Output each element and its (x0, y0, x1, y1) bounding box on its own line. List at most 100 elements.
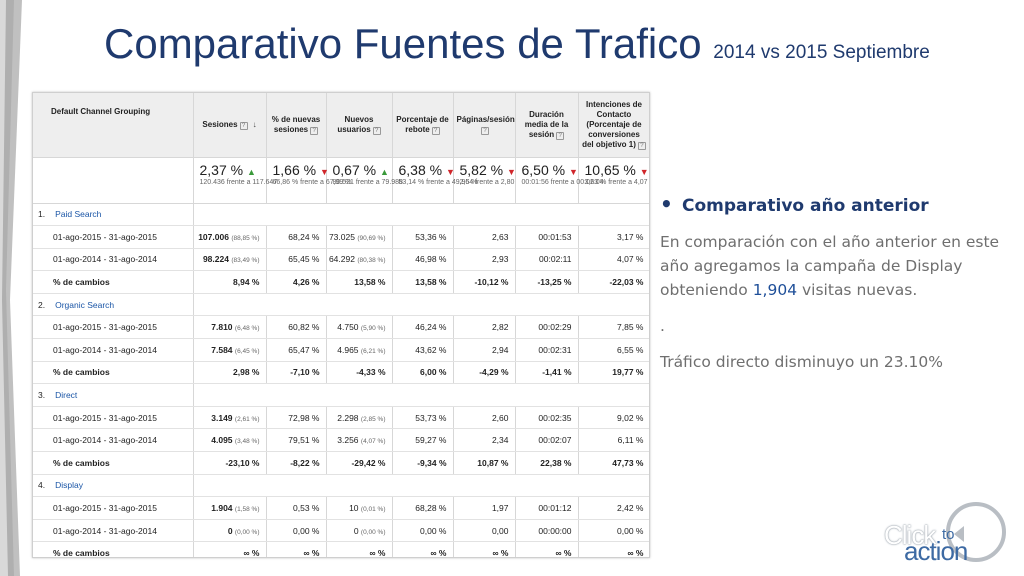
col-header-paginas[interactable]: Páginas/sesión? (453, 93, 516, 158)
decorative-sliver (0, 0, 22, 576)
change-nuevas: ∞ % (266, 541, 327, 557)
title-subtitle: 2014 vs 2015 Septiembre (713, 42, 930, 63)
group-row: 3. Direct (33, 383, 649, 407)
col-header-intenciones[interactable]: Intenciones de Contacto (Porcentaje de c… (578, 93, 649, 158)
group-blank (193, 383, 649, 407)
help-icon[interactable]: ? (431, 126, 440, 135)
cell-rebote: 53,36 % (392, 225, 454, 249)
cell-sesiones: 4.095 (3,48 %) (193, 428, 267, 453)
change-label: % de cambios (33, 270, 194, 294)
channel-link[interactable]: 3. Direct (33, 383, 194, 407)
bullet-section: • Comparativo año anterior En comparació… (660, 192, 1000, 374)
cell-usuarios: 10 (0,01 %) (326, 496, 393, 520)
cell-intenciones: 2,42 % (578, 496, 649, 520)
cell-duracion: 00:01:12 (515, 496, 579, 520)
change-paginas: ∞ % (453, 541, 516, 557)
cell-nuevas: 72,98 % (266, 406, 327, 430)
cell-rebote: 68,28 % (392, 496, 454, 520)
col-header-sesiones[interactable]: Sesiones? ↓ (193, 93, 267, 158)
date-range-label: 01-ago-2014 - 31-ago-2014 (33, 428, 194, 453)
change-sesiones: ∞ % (193, 541, 267, 557)
down-arrow-icon: ▼ (568, 166, 578, 177)
summary-cell: 6,50 % ▼ 00:01:56 frente a 00:02:04 (515, 157, 604, 204)
cell-usuarios: 4.965 (6,21 %) (326, 338, 393, 362)
change-sesiones: -23,10 % (193, 451, 267, 475)
date-range-label: 01-ago-2014 - 31-ago-2014 (33, 338, 194, 362)
cell-duracion: 00:02:29 (515, 315, 579, 340)
cell-rebote: 46,98 % (392, 248, 454, 272)
change-label: % de cambios (33, 451, 194, 475)
col-header-nuevos-usuarios[interactable]: Nuevos usuarios? (326, 93, 393, 158)
cell-rebote: 59,27 % (392, 428, 454, 453)
up-arrow-icon: ▲ (246, 166, 256, 177)
col-header-channel[interactable]: Default Channel Grouping (33, 93, 194, 158)
table-row: 01-ago-2014 - 31-ago-2014 7.584 (6,45 %) 6… (33, 338, 649, 362)
cell-usuarios: 73.025 (90,69 %) (326, 225, 393, 249)
down-arrow-icon: ▼ (319, 166, 329, 177)
cell-paginas: 2,63 (453, 225, 516, 249)
cell-paginas: 0,00 (453, 519, 516, 543)
change-label: % de cambios (33, 361, 194, 385)
change-row: % de cambios -23,10 % -8,22 % -29,42 % -9,34… (33, 451, 649, 475)
logo-ring-icon (946, 502, 1006, 562)
table-row: 01-ago-2015 - 31-ago-2015 1.904 (1,58 %) 0… (33, 496, 649, 520)
change-nuevas: -7,10 % (266, 361, 327, 385)
cell-paginas: 2,93 (453, 248, 516, 272)
cell-nuevas: 68,24 % (266, 225, 327, 249)
help-icon[interactable]: ? (372, 126, 381, 135)
change-paginas: -4,29 % (453, 361, 516, 385)
col-header-rebote[interactable]: Porcentaje de rebote? (392, 93, 454, 158)
cell-intenciones: 6,55 % (578, 338, 649, 362)
bullet-heading: • Comparativo año anterior (660, 192, 929, 216)
channel-link[interactable]: 4. Display (33, 474, 194, 498)
help-icon[interactable]: ? (637, 141, 646, 150)
change-intenciones: ∞ % (578, 541, 649, 557)
cell-intenciones: 9,02 % (578, 406, 649, 430)
cell-sesiones: 107.006 (88,85 %) (193, 225, 267, 249)
channel-link[interactable]: 2. Organic Search (33, 293, 194, 317)
change-paginas: 10,87 % (453, 451, 516, 475)
col-header-duracion[interactable]: Duración media de la sesión? (515, 93, 579, 158)
change-row: % de cambios 8,94 % 4,26 % 13,58 % 13,58 % -1… (33, 270, 649, 294)
change-intenciones: -22,03 % (578, 270, 649, 294)
cell-intenciones: 3,17 % (578, 225, 649, 249)
cell-duracion: 00:00:00 (515, 519, 579, 543)
group-blank (193, 203, 649, 227)
sort-desc-icon[interactable]: ↓ (252, 119, 257, 129)
logo-word-action: action (904, 536, 968, 566)
change-usuarios: ∞ % (326, 541, 393, 557)
help-icon[interactable]: ? (481, 126, 489, 135)
change-label: % de cambios (33, 541, 194, 557)
channel-link[interactable]: 1. Paid Search (33, 203, 194, 227)
click-to-action-logo: Click to action (880, 496, 1014, 568)
change-row: % de cambios 2,98 % -7,10 % -4,33 % 6,00 % -4… (33, 361, 649, 385)
cell-intenciones: 6,11 % (578, 428, 649, 453)
cell-nuevas: 60,82 % (266, 315, 327, 340)
cell-usuarios: 0 (0,00 %) (326, 519, 393, 543)
cell-intenciones: 4,07 % (578, 248, 649, 272)
cell-paginas: 2,94 (453, 338, 516, 362)
cell-sesiones: 7.584 (6,45 %) (193, 338, 267, 362)
date-range-label: 01-ago-2014 - 31-ago-2014 (33, 248, 194, 272)
group-row: 2. Organic Search (33, 293, 649, 317)
cell-duracion: 00:01:53 (515, 225, 579, 249)
cell-sesiones: 0 (0,00 %) (193, 519, 267, 543)
change-intenciones: 47,73 % (578, 451, 649, 475)
cell-paginas: 2,60 (453, 406, 516, 430)
cell-sesiones: 7.810 (6,48 %) (193, 315, 267, 340)
table-row: 01-ago-2015 - 31-ago-2015 107.006 (88,85 … (33, 225, 649, 249)
col-header-nuevas-sesiones[interactable]: % de nuevas sesiones? (266, 93, 327, 158)
change-intenciones: 19,77 % (578, 361, 649, 385)
cell-sesiones: 3.149 (2,61 %) (193, 406, 267, 430)
cell-sesiones: 1.904 (1,58 %) (193, 496, 267, 520)
cell-paginas: 1,97 (453, 496, 516, 520)
change-sesiones: 2,98 % (193, 361, 267, 385)
change-usuarios: -4,33 % (326, 361, 393, 385)
help-icon[interactable]: ? (556, 131, 565, 140)
help-icon[interactable]: ? (239, 121, 248, 130)
highlight-number: 1,904 (752, 281, 798, 299)
help-icon[interactable]: ? (310, 126, 319, 135)
change-sesiones: 8,94 % (193, 270, 267, 294)
table-row: 01-ago-2014 - 31-ago-2014 98.224 (83,49 %… (33, 248, 649, 272)
cell-duracion: 00:02:35 (515, 406, 579, 430)
